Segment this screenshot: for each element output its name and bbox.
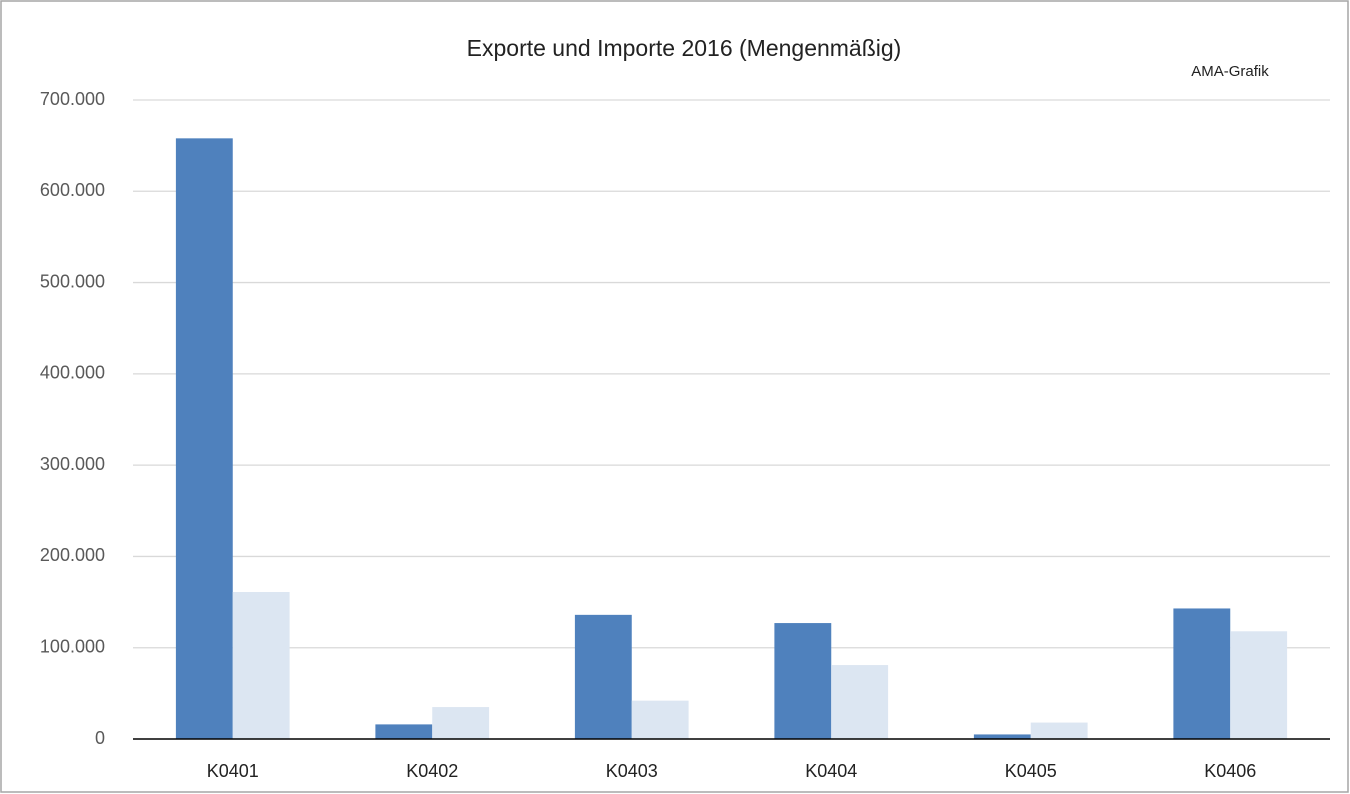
y-tick-label: 600.000 [40, 180, 105, 200]
bar [375, 724, 433, 739]
y-tick-label: 200.000 [40, 545, 105, 565]
y-tick-label: 300.000 [40, 454, 105, 474]
annotation: AMA-Grafik [1191, 63, 1269, 80]
x-tick-label: K0405 [1005, 761, 1057, 781]
x-tick-label: K0402 [406, 761, 458, 781]
x-tick-label: K0401 [207, 761, 259, 781]
bar [1173, 608, 1231, 739]
bar [1230, 631, 1288, 739]
bar [774, 623, 832, 739]
x-tick-label: K0406 [1204, 761, 1256, 781]
bar [831, 665, 889, 739]
bar [973, 734, 1031, 739]
bar [631, 700, 689, 739]
y-tick-label: 400.000 [40, 363, 105, 383]
y-tick-label: 500.000 [40, 271, 105, 291]
y-tick-label: 0 [95, 728, 105, 748]
chart-title: Exporte und Importe 2016 (Mengenmäßig) [467, 35, 902, 61]
y-tick-label: 700.000 [40, 89, 105, 109]
bar [574, 614, 632, 739]
x-tick-label: K0404 [805, 761, 857, 781]
bar [432, 707, 490, 739]
bar [232, 592, 290, 739]
y-tick-label: 100.000 [40, 636, 105, 656]
bar [175, 138, 233, 740]
x-tick-label: K0403 [606, 761, 658, 781]
bar [1030, 722, 1088, 739]
